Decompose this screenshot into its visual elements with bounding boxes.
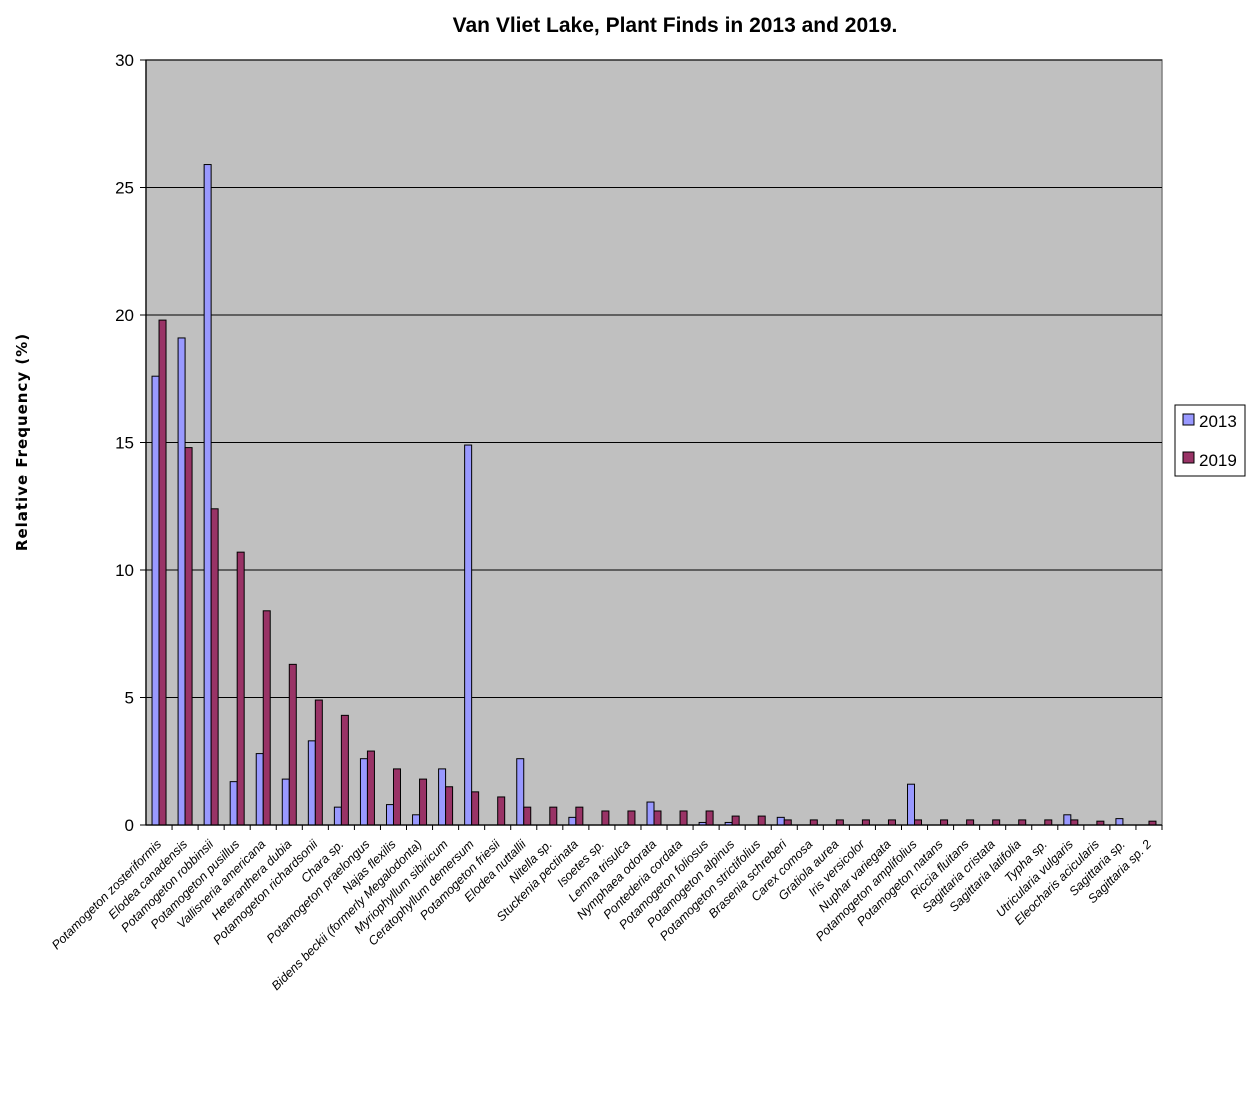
bar-2019 xyxy=(419,778,428,826)
legend-label-2019: 2019 xyxy=(1199,451,1237,470)
bar-2019 xyxy=(783,819,792,826)
y-tick-label: 10 xyxy=(115,561,134,580)
bar-2019 xyxy=(861,819,870,826)
bar-2013 xyxy=(412,814,421,826)
legend-swatch-2019 xyxy=(1182,451,1195,464)
legend-swatch-2013 xyxy=(1182,413,1195,426)
legend: 2013 2019 xyxy=(1174,404,1246,477)
bar-2019 xyxy=(158,319,167,826)
bar-2013 xyxy=(385,804,394,826)
bar-2013 xyxy=(333,806,342,826)
bar-2019 xyxy=(809,819,818,826)
bar-2019 xyxy=(835,819,844,826)
bar-2013 xyxy=(281,778,290,826)
bar-2013 xyxy=(177,337,186,826)
bar-2019 xyxy=(1044,819,1053,826)
bar-2013 xyxy=(516,758,525,826)
bar-2019 xyxy=(653,810,662,826)
y-tick-label: 25 xyxy=(115,179,134,198)
bar-2019 xyxy=(940,819,949,826)
y-axis-label: Relative Frequency (%) xyxy=(13,333,31,551)
y-tick-label: 30 xyxy=(115,51,134,70)
bar-2013 xyxy=(359,758,368,826)
legend-label-2013: 2013 xyxy=(1199,412,1237,431)
bar-2019 xyxy=(314,699,323,826)
bar-2013 xyxy=(907,783,916,826)
bar-2019 xyxy=(914,819,923,826)
bar-2019 xyxy=(471,791,480,826)
y-axis-ticks: 0 5 10 15 20 25 30 xyxy=(115,51,146,835)
bar-2019 xyxy=(445,786,454,826)
bar-2019 xyxy=(523,806,532,826)
y-tick-label: 0 xyxy=(125,816,134,835)
bar-2019 xyxy=(679,810,688,826)
bar-2019 xyxy=(705,810,714,826)
bar-2013 xyxy=(151,375,160,826)
bars xyxy=(151,164,1157,826)
bar-2019 xyxy=(392,768,401,826)
bar-2013 xyxy=(229,781,238,826)
bar-2013 xyxy=(438,768,447,826)
gridlines xyxy=(146,59,1162,698)
bar-2019 xyxy=(210,508,219,826)
bar-2019 xyxy=(966,819,975,826)
bar-2019 xyxy=(887,819,896,826)
bar-2019 xyxy=(262,610,271,826)
bar-2019 xyxy=(627,810,636,826)
bar-2019 xyxy=(236,551,245,826)
bar-2013 xyxy=(1115,818,1124,826)
bar-2019 xyxy=(575,806,584,826)
bar-2019 xyxy=(601,810,610,826)
bar-2019 xyxy=(288,663,297,826)
bar-2019 xyxy=(340,714,349,826)
y-tick-label: 5 xyxy=(125,689,134,708)
bar-2013 xyxy=(203,164,212,826)
chart-title: Van Vliet Lake, Plant Finds in 2013 and … xyxy=(453,14,898,37)
bar-2013 xyxy=(255,753,264,826)
bar-2013 xyxy=(464,444,473,826)
bar-2019 xyxy=(184,447,193,826)
bar-2013 xyxy=(1063,814,1072,826)
bar-2019 xyxy=(497,796,506,826)
y-tick-label: 15 xyxy=(115,434,134,453)
y-tick-label: 20 xyxy=(115,306,134,325)
bar-2019 xyxy=(757,815,766,826)
bar-2013 xyxy=(307,740,316,826)
bar-2013 xyxy=(568,816,577,826)
bar-2019 xyxy=(1018,819,1027,826)
bar-2019 xyxy=(992,819,1001,826)
bar-2013 xyxy=(776,816,785,826)
bar-2019 xyxy=(731,815,740,826)
bar-2019 xyxy=(549,806,558,826)
bar-2019 xyxy=(1070,819,1079,826)
x-tick-label: Potamogeton zosteriformis xyxy=(49,837,164,952)
bar-2013 xyxy=(646,801,655,826)
bar-2019 xyxy=(366,750,375,826)
